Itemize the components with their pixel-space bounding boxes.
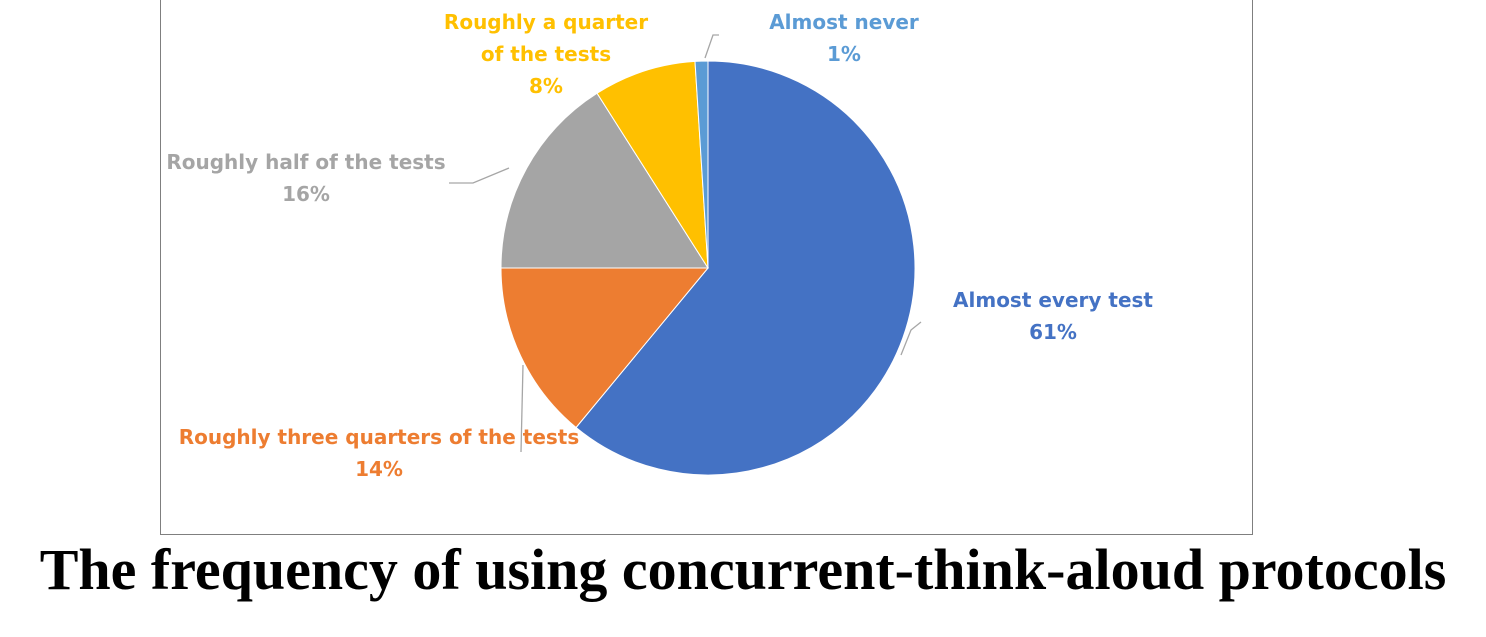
- data-label: Roughly half of the tests 16%: [166, 150, 445, 206]
- chart-area: Almost every test 61% Roughly three quarte…: [160, 0, 1253, 535]
- pie-slice-almost-never: [694, 60, 709, 269]
- data-label-value: 16%: [282, 182, 330, 206]
- data-label: Roughly three quarters of the tests 14%: [179, 425, 580, 481]
- pie-slice-roughly-a-quarter-of-the-tests: [596, 60, 709, 269]
- data-label: Almost every test 61%: [953, 288, 1153, 344]
- pie-slice-roughly-three-quarters-of-the-tests: [500, 267, 710, 429]
- leader-line: [704, 34, 719, 59]
- leader-line: [900, 321, 922, 356]
- pie-slice-roughly-half-of-the-tests: [500, 92, 709, 269]
- data-label-category: of the tests: [481, 42, 611, 66]
- leader-line: [449, 167, 510, 184]
- data-label-value: 8%: [529, 74, 563, 98]
- data-label: Almost never 1%: [769, 10, 919, 66]
- data-label-category: Roughly half of the tests: [166, 150, 445, 174]
- data-label-value: 61%: [1029, 320, 1077, 344]
- data-label-category: Roughly a quarter: [444, 10, 648, 34]
- data-label-category: Almost never: [769, 10, 919, 34]
- data-label-category: Almost every test: [953, 288, 1153, 312]
- data-label-value: 1%: [827, 42, 861, 66]
- data-label: Roughly a quarter of the tests 8%: [444, 10, 648, 98]
- pie-chart: Almost every test 61% Roughly three quarte…: [166, 10, 1153, 481]
- pie-slice-almost-every-test: [575, 60, 916, 476]
- leader-line: [520, 364, 524, 453]
- data-label-category: Roughly three quarters of the tests: [179, 425, 580, 449]
- data-label-value: 14%: [355, 457, 403, 481]
- chart-title: The frequency of using concurrent-think-…: [39, 537, 1447, 602]
